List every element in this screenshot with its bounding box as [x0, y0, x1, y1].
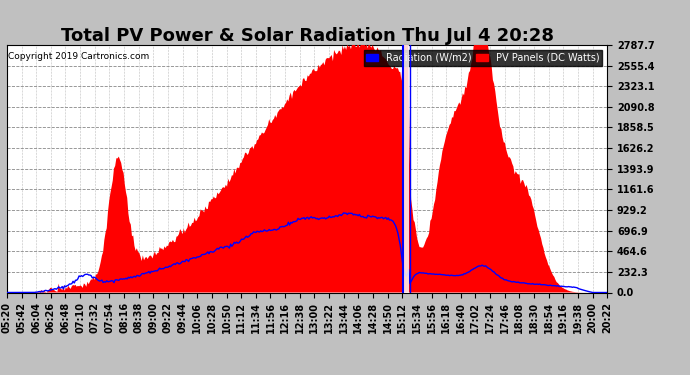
Legend: Radiation (W/m2), PV Panels (DC Watts): Radiation (W/m2), PV Panels (DC Watts) [364, 50, 602, 66]
Text: Copyright 2019 Cartronics.com: Copyright 2019 Cartronics.com [8, 53, 149, 62]
Title: Total PV Power & Solar Radiation Thu Jul 4 20:28: Total PV Power & Solar Radiation Thu Jul… [61, 27, 553, 45]
